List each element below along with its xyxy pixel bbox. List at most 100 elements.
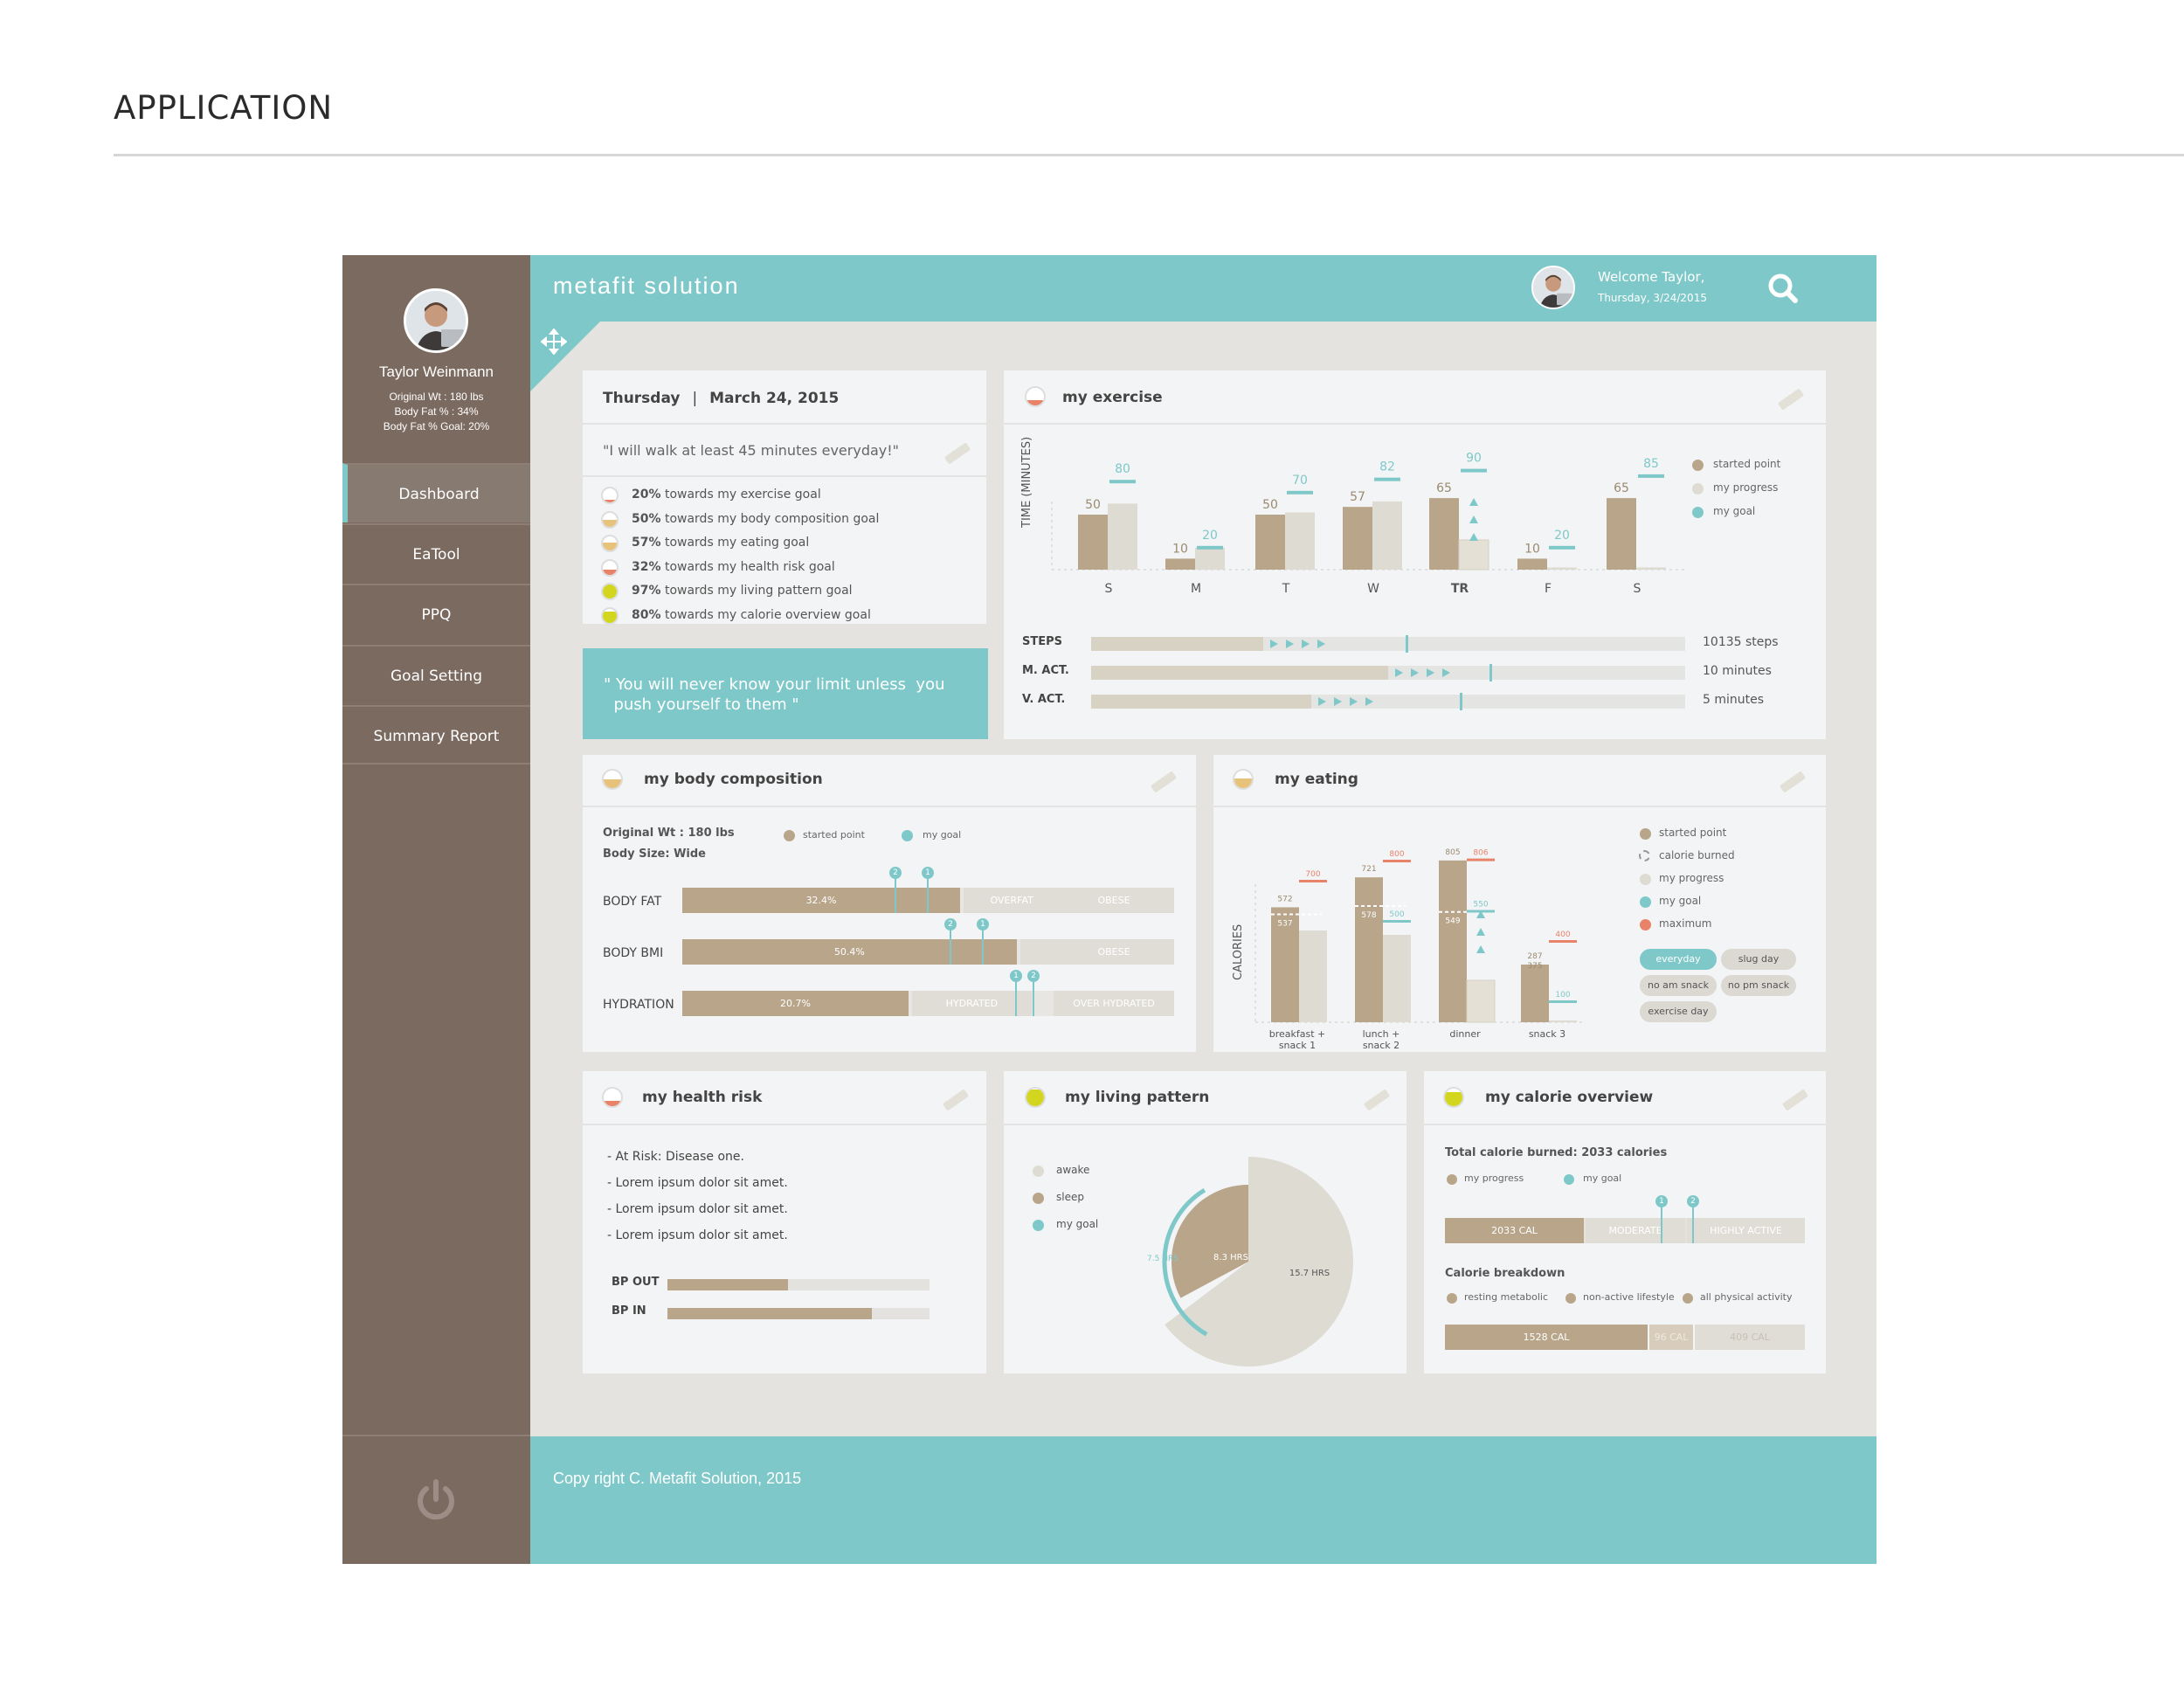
calorie-breakdown-title: Calorie breakdown (1445, 1267, 1565, 1280)
exercise-x-label: S (1633, 582, 1641, 596)
breakdown-segment: 96 CAL (1649, 1325, 1693, 1350)
edit-living-icon[interactable] (1363, 1089, 1391, 1111)
eating-day-pill[interactable]: slug day (1721, 949, 1796, 970)
exercise-bar-started (1607, 498, 1636, 570)
edit-health-icon[interactable] (942, 1089, 970, 1111)
edit-pledge-icon[interactable] (943, 442, 971, 465)
health-risk-card: my health risk - At Risk: Disease one. - … (583, 1071, 986, 1373)
body-goal-pin (1033, 975, 1034, 1016)
motivation-box: " You will never know your limit unless … (583, 648, 988, 739)
eating-x-label: snack 2 (1363, 1040, 1400, 1051)
eating-goal-label: 550 (1473, 901, 1488, 910)
exercise-bar-started (1517, 558, 1547, 570)
goal-item: 97% towards my living pattern goal (632, 584, 853, 598)
footer: Copy right C. Metafit Solution, 2015 (530, 1436, 1876, 1564)
power-icon[interactable] (412, 1477, 460, 1527)
breakdown-legend-dot (1447, 1293, 1457, 1304)
goal-progress-icon (601, 535, 619, 552)
eating-day-pill[interactable]: exercise day (1640, 1001, 1717, 1022)
goal-item: 80% towards my calorie overview goal (632, 608, 871, 622)
legend-goal-dot (902, 830, 913, 841)
calorie-legend-goal: my goal (1583, 1173, 1622, 1184)
nav-goal-setting[interactable]: Goal Setting (342, 645, 530, 704)
exercise-x-label: M (1190, 582, 1202, 596)
exercise-goal-mark (1549, 545, 1575, 550)
eating-legend-dot (1639, 850, 1650, 861)
eating-day-pill[interactable]: no am snack (1640, 975, 1717, 996)
goal-progress-icon (601, 510, 619, 529)
body-row-label: BODY FAT (603, 895, 662, 909)
body-size: Body Size: Wide (603, 847, 706, 861)
pie-label-awake: 15.7 HRS (1289, 1269, 1330, 1278)
exercise-started-label: 50 (1085, 498, 1101, 512)
nav-dashboard[interactable]: Dashboard (342, 463, 530, 522)
activity-fill (1091, 695, 1311, 709)
activity-arrow (1442, 668, 1450, 677)
exercise-bar-started (1429, 498, 1459, 570)
edit-exercise-icon[interactable] (1777, 388, 1805, 411)
sidebar: Taylor Weinmann Original Wt : 180 lbs Bo… (342, 255, 530, 1564)
calorie-progress-icon (1443, 1087, 1464, 1108)
eating-started-label: 805 (1445, 848, 1460, 857)
eating-day-pill[interactable]: everyday (1640, 949, 1717, 970)
activity-row-label: V. ACT. (1022, 693, 1066, 706)
eating-day-pill[interactable]: no pm snack (1721, 975, 1796, 996)
breakdown-legend-label: resting metabolic (1464, 1291, 1549, 1303)
goal-item: 50% towards my body composition goal (632, 512, 879, 526)
body-goal-marker: 2 (944, 918, 957, 930)
eating-goal-label: 500 (1389, 910, 1404, 919)
goal-percent: 97% (632, 584, 661, 598)
exercise-legend-label: my goal (1713, 505, 1756, 517)
eating-burned-label: 537 (1277, 919, 1292, 928)
eating-started-label: 287 (1527, 952, 1542, 961)
activity-row-label: M. ACT. (1022, 664, 1069, 677)
activity-fill (1091, 637, 1264, 651)
pie-slice-sleep (1171, 1185, 1248, 1298)
calorie-goal-marker: 1 (1655, 1195, 1668, 1207)
goal-progress-fill (603, 542, 617, 550)
activity-arrow (1427, 668, 1434, 677)
nav-summary-report[interactable]: Summary Report (342, 705, 530, 764)
profile-original-weight: Original Wt : 180 lbs (389, 391, 484, 403)
edit-body-icon[interactable] (1150, 771, 1178, 793)
exercise-goal-mark (1109, 480, 1136, 484)
header-avatar[interactable] (1531, 266, 1575, 309)
nav-eatool[interactable]: EaTool (342, 523, 530, 583)
today-card: Thursday | March 24, 2015 "I will walk a… (583, 370, 986, 625)
edit-eating-icon[interactable] (1779, 771, 1807, 793)
exercise-bar-progress (1547, 567, 1577, 570)
breakdown-legend-label: non-active lifestyle (1583, 1291, 1675, 1303)
exercise-goal-label: 20 (1202, 529, 1218, 543)
eating-bar-progress (1549, 1020, 1577, 1022)
eating-bar-started (1439, 860, 1467, 1022)
exercise-bar-progress (1372, 501, 1402, 570)
today-day: Thursday (603, 390, 681, 407)
body-zone-1: OVERFAT (964, 888, 1061, 913)
eating-legend-label: calorie burned (1659, 849, 1735, 861)
nav-ppq[interactable]: PPQ (342, 584, 530, 643)
exercise-bar-progress (1108, 503, 1137, 570)
goal-text: towards my health risk goal (660, 559, 835, 574)
profile-avatar[interactable] (404, 288, 468, 353)
eating-ylabel: CALORIES (1232, 924, 1245, 980)
eating-max-label: 806 (1473, 849, 1488, 858)
body-goal-marker: 1 (977, 918, 989, 930)
health-risk-item: - Lorem ipsum dolor sit amet. (607, 1176, 788, 1190)
edit-calorie-icon[interactable] (1781, 1089, 1809, 1111)
eating-legend-label: started point (1659, 827, 1727, 839)
living-legend-label: sleep (1056, 1191, 1084, 1203)
eating-goal-mark (1549, 1000, 1577, 1003)
body-row-fill: 20.7% (682, 991, 909, 1016)
exercise-bar-progress (1636, 567, 1666, 570)
move-icon[interactable] (540, 328, 568, 358)
eating-max-mark (1549, 940, 1577, 943)
calorie-title: my calorie overview (1485, 1089, 1654, 1106)
exercise-goal-mark (1197, 545, 1223, 550)
search-icon[interactable] (1766, 271, 1800, 309)
exercise-title: my exercise (1062, 389, 1163, 406)
eating-extra-label: 375 (1527, 962, 1542, 971)
eating-legend-dot (1640, 896, 1651, 908)
app-window: Taylor Weinmann Original Wt : 180 lbs Bo… (342, 255, 1876, 1564)
goal-text: towards my eating goal (660, 536, 810, 550)
sidebar-divider (342, 1435, 530, 1436)
